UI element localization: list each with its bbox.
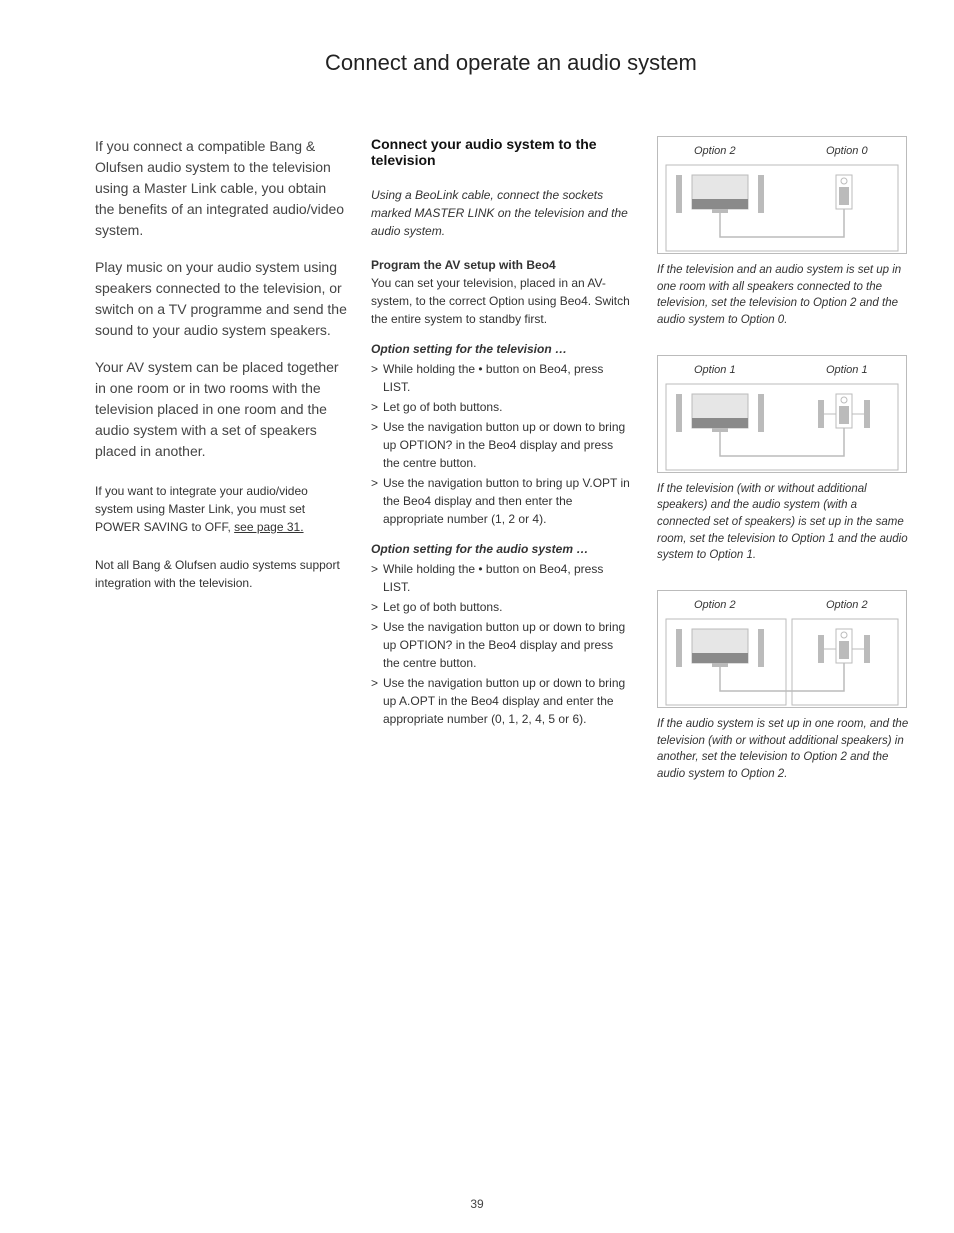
see-page-link[interactable]: see page 31. [234, 520, 303, 534]
middle-column: Connect your audio system to the televis… [371, 136, 633, 809]
audio-option-heading: Option setting for the audio system … [371, 542, 633, 556]
list-item: While holding the • button on Beo4, pres… [371, 360, 633, 396]
tv-option-steps: While holding the • button on Beo4, pres… [371, 360, 633, 528]
right-column: Option 2 Option 0 If the television [657, 136, 909, 809]
list-item: Let go of both buttons. [371, 598, 633, 616]
intro-paragraph-1: If you connect a compatible Bang & Olufs… [95, 136, 347, 241]
page-number: 39 [0, 1197, 954, 1211]
list-item: Use the navigation button up or down to … [371, 674, 633, 728]
room-diagram-icon [658, 591, 908, 709]
room-diagram-icon [658, 137, 908, 255]
list-item: Use the navigation button up or down to … [371, 418, 633, 472]
audio-option-steps: While holding the • button on Beo4, pres… [371, 560, 633, 728]
diagram-option-2-0: Option 2 Option 0 [657, 136, 907, 254]
tv-option-heading: Option setting for the television … [371, 342, 633, 356]
columns: If you connect a compatible Bang & Olufs… [95, 136, 884, 809]
intro-paragraph-3: Your AV system can be placed together in… [95, 357, 347, 462]
diagram-option-2-2: Option 2 Option 2 [657, 590, 907, 708]
list-item: Let go of both buttons. [371, 398, 633, 416]
beolink-intro: Using a BeoLink cable, connect the socke… [371, 186, 633, 240]
diagram-option-1-1: Option 1 Option 1 [657, 355, 907, 473]
intro-paragraph-2: Play music on your audio system using sp… [95, 257, 347, 341]
page-title: Connect and operate an audio system [325, 50, 884, 76]
diagram-caption: If the audio system is set up in one roo… [657, 716, 909, 783]
note-compat: Not all Bang & Olufsen audio systems sup… [95, 556, 347, 592]
program-paragraph: You can set your television, placed in a… [371, 274, 633, 328]
section-heading: Connect your audio system to the televis… [371, 136, 633, 168]
program-heading: Program the AV setup with Beo4 [371, 256, 633, 274]
list-item: Use the navigation button to bring up V.… [371, 474, 633, 528]
list-item: While holding the • button on Beo4, pres… [371, 560, 633, 596]
left-column: If you connect a compatible Bang & Olufs… [95, 136, 347, 809]
list-item: Use the navigation button up or down to … [371, 618, 633, 672]
room-diagram-icon [658, 356, 908, 474]
diagram-caption: If the television (with or without addit… [657, 481, 909, 564]
diagram-caption: If the television and an audio system is… [657, 262, 909, 329]
note-master-link: If you want to integrate your audio/vide… [95, 482, 347, 536]
